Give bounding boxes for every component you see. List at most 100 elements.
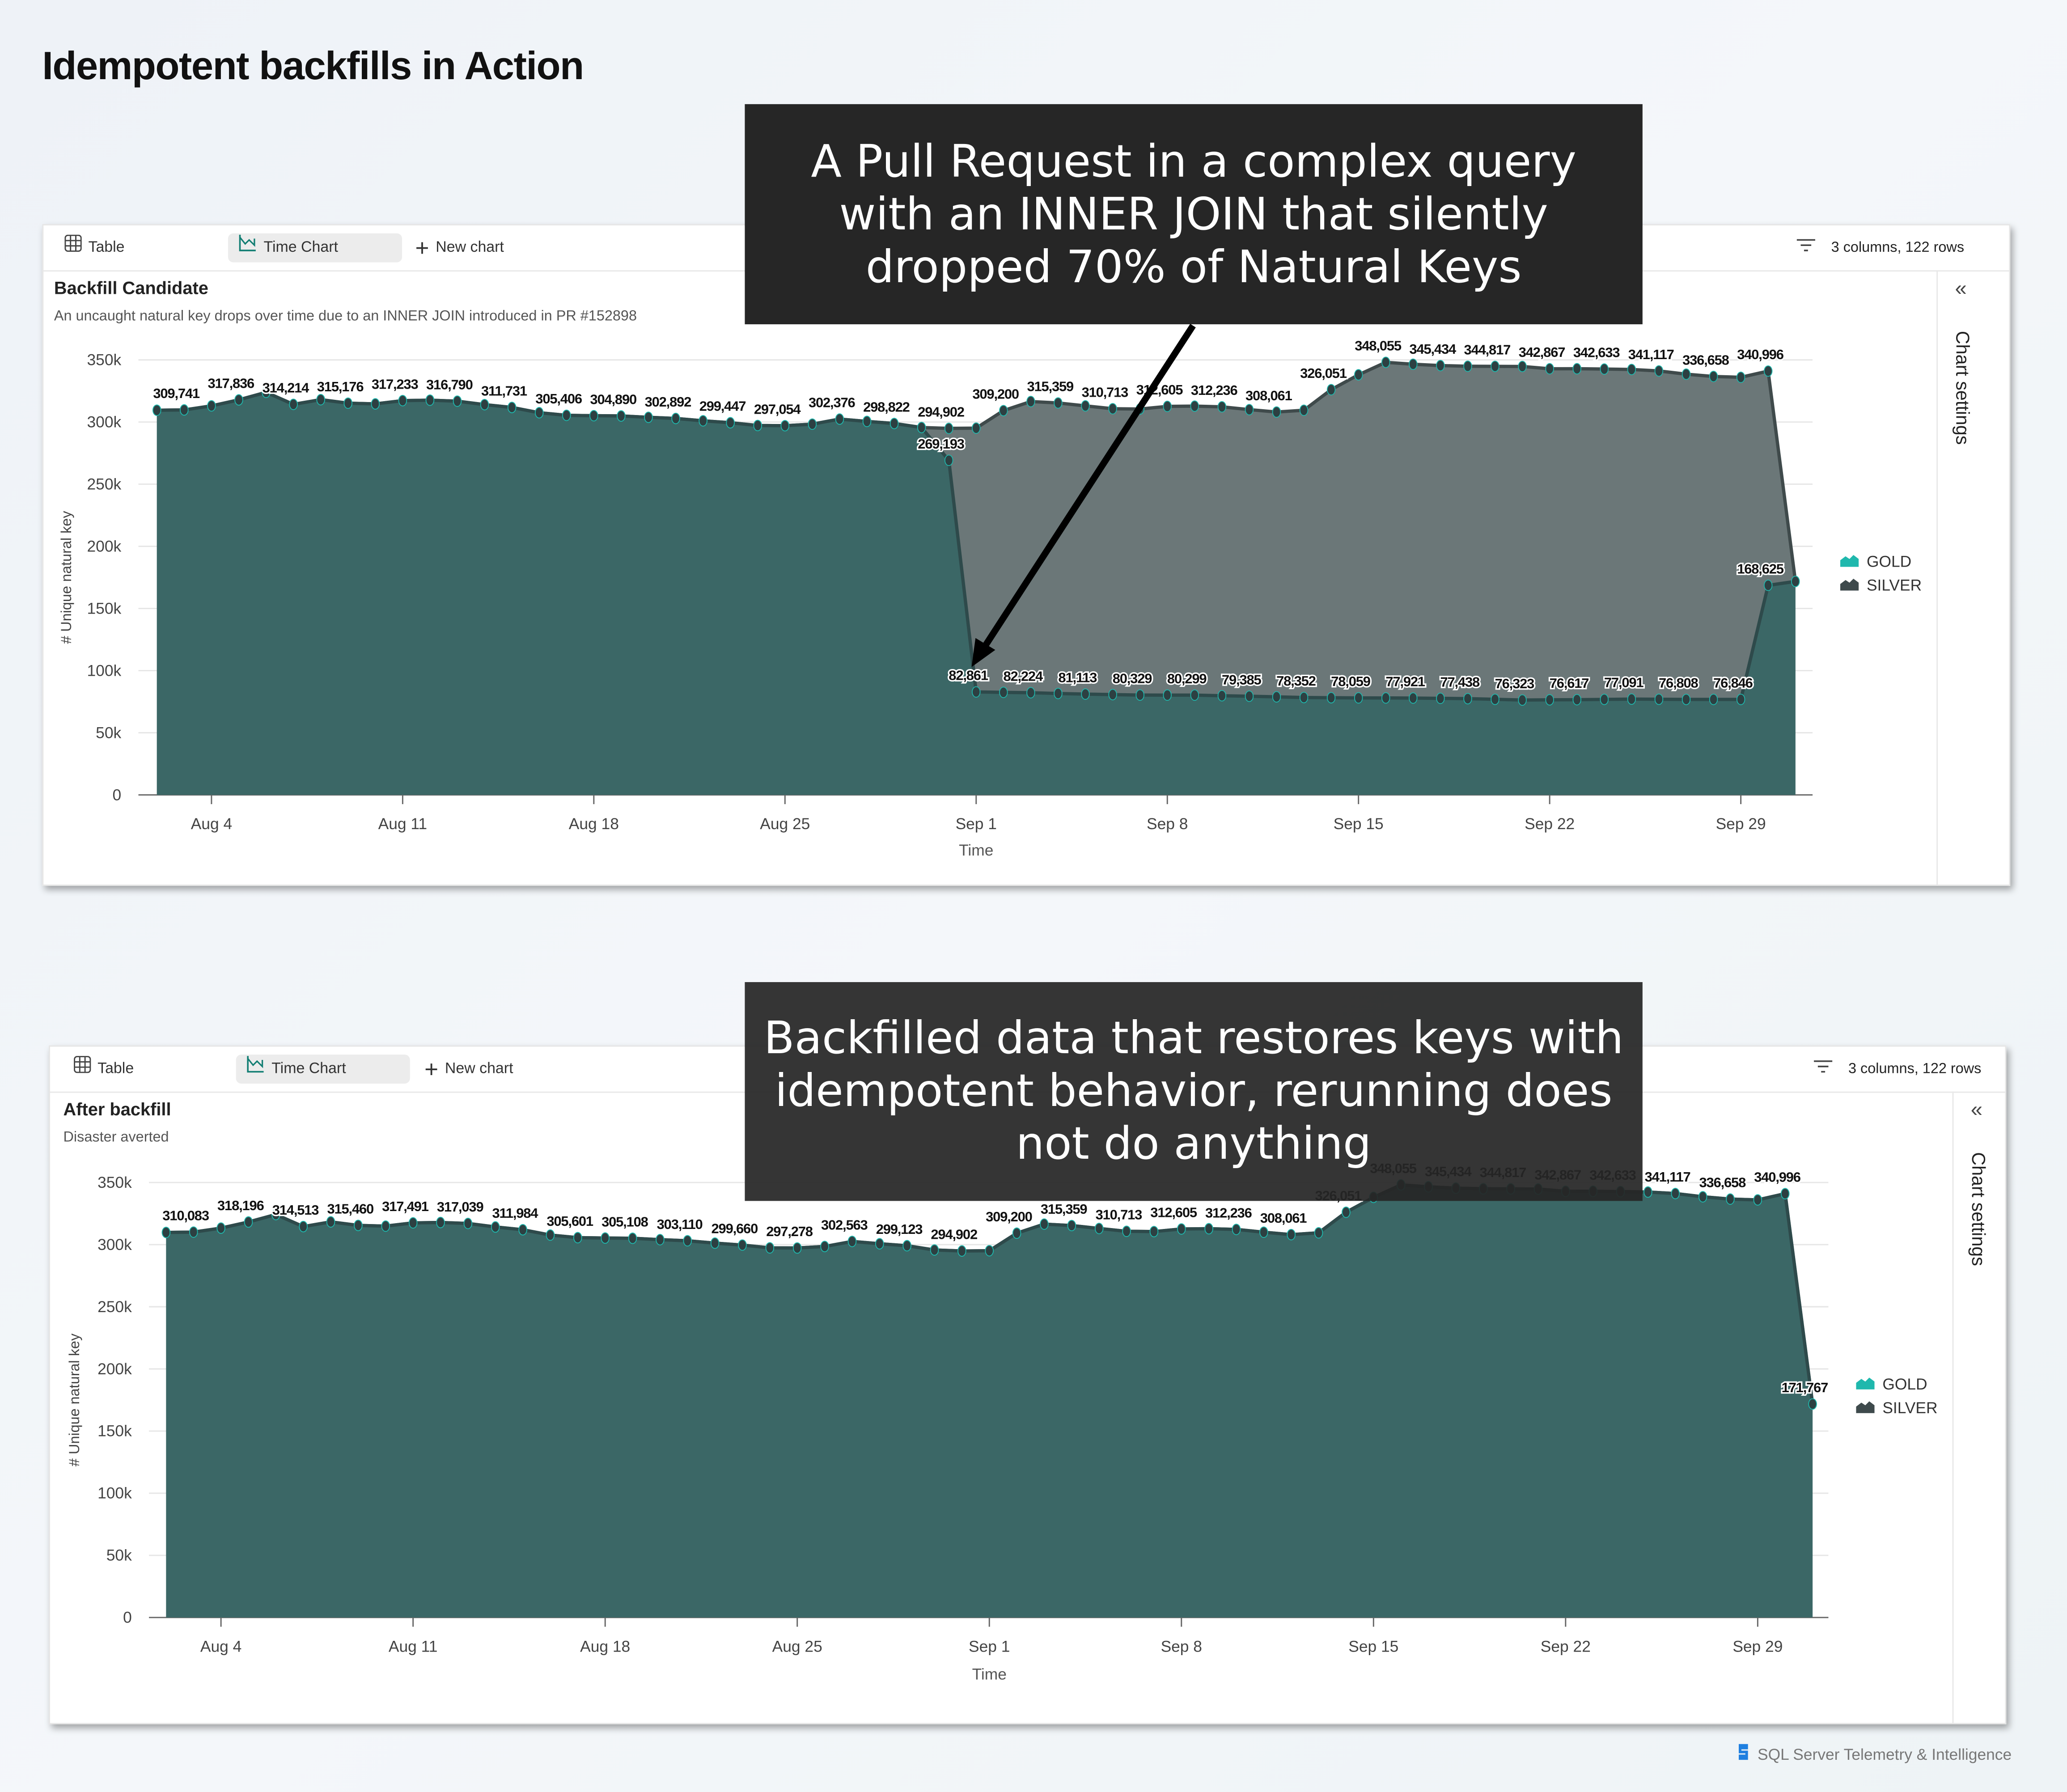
- data-point-gold: [765, 1242, 775, 1254]
- data-label-silver: 314,513: [272, 1202, 319, 1218]
- collapse-chevron-icon[interactable]: «: [1955, 278, 1967, 301]
- data-label-silver: 341,117: [1645, 1169, 1690, 1185]
- settings-divider: [1936, 270, 1938, 885]
- plus-icon: +: [424, 1056, 439, 1083]
- legend-item-silver[interactable]: SILVER: [1840, 573, 1922, 597]
- data-point-gold: [1600, 694, 1609, 705]
- callout-backfill: Backfilled data that restores keys with …: [745, 982, 1643, 1201]
- x-tick-label: Aug 11: [378, 815, 427, 833]
- data-point-gold: [999, 686, 1008, 698]
- tab-table[interactable]: Table: [64, 233, 125, 263]
- y-tick-label: 150k: [87, 600, 122, 617]
- data-label-silver: 171,767: [1782, 1380, 1828, 1395]
- data-point-gold: [161, 1227, 171, 1238]
- data-label-silver: 310,713: [1096, 1207, 1143, 1223]
- collapse-chevron-icon[interactable]: «: [1970, 1099, 1983, 1122]
- data-point-gold: [343, 397, 352, 409]
- data-point-silver: [1272, 406, 1281, 418]
- data-point-gold: [726, 417, 735, 428]
- data-label-gold: 77,921: [1385, 674, 1425, 689]
- new-chart-label: New chart: [436, 240, 504, 256]
- data-label-gold: 82,861: [949, 668, 988, 683]
- data-point-silver: [1245, 404, 1254, 415]
- data-point-gold: [1149, 1226, 1159, 1237]
- data-point-gold: [1287, 1229, 1296, 1241]
- tab-table-label: Table: [97, 1061, 134, 1077]
- data-label-silver: 340,996: [1754, 1169, 1801, 1185]
- data-point-gold: [546, 1229, 555, 1241]
- data-point-gold: [1545, 694, 1554, 706]
- data-label-silver: 345,434: [1409, 341, 1457, 357]
- x-tick-label: Sep 22: [1541, 1638, 1591, 1655]
- data-point-gold: [902, 1240, 911, 1252]
- tab-time-chart[interactable]: Time Chart: [236, 1055, 410, 1084]
- data-point-gold: [316, 394, 325, 406]
- legend-item-silver[interactable]: SILVER: [1856, 1396, 1938, 1420]
- x-tick-label: Sep 29: [1716, 815, 1766, 833]
- data-point-gold: [408, 1217, 418, 1229]
- y-tick-label: 350k: [97, 1174, 132, 1191]
- legend-item-gold[interactable]: GOLD: [1856, 1373, 1937, 1396]
- data-point-gold: [262, 386, 271, 398]
- data-label-silver: 317,039: [437, 1199, 484, 1215]
- data-point-silver: [1436, 360, 1445, 372]
- data-point-gold: [491, 1221, 500, 1233]
- data-point-gold: [436, 1216, 445, 1229]
- data-point-gold: [189, 1226, 198, 1238]
- data-point-gold: [480, 399, 489, 411]
- data-point-gold: [507, 402, 517, 413]
- data-label-gold: 77,438: [1440, 674, 1480, 690]
- data-label-silver: 312,605: [1150, 1204, 1197, 1220]
- x-tick-label: Aug 18: [580, 1638, 630, 1655]
- data-label-gold: 76,323: [1495, 676, 1535, 691]
- legend-item-gold[interactable]: GOLD: [1840, 550, 1922, 573]
- data-point-gold: [1217, 690, 1227, 702]
- time-chart-icon: [239, 233, 257, 263]
- data-point-silver: [1572, 363, 1581, 375]
- filter-icon[interactable]: [1797, 233, 1816, 263]
- data-label-silver: 311,731: [481, 383, 527, 399]
- x-tick-label: Aug 4: [191, 815, 232, 833]
- data-label-silver: 309,200: [986, 1209, 1032, 1224]
- y-tick-label: 250k: [87, 475, 122, 493]
- y-tick-label: 50k: [106, 1547, 132, 1564]
- data-point-gold: [1463, 693, 1472, 704]
- data-label-silver: 316,790: [426, 377, 473, 392]
- data-point-gold: [1094, 1223, 1104, 1234]
- data-point-gold: [1491, 694, 1499, 705]
- data-point-gold: [453, 395, 462, 407]
- new-chart-button[interactable]: + New chart: [424, 1055, 513, 1084]
- y-axis-title: # Unique natural key: [58, 511, 74, 644]
- y-tick-label: 350k: [87, 352, 122, 369]
- data-label-silver: 294,902: [931, 1227, 977, 1242]
- data-point-gold: [1409, 692, 1418, 704]
- tab-table-label: Table: [88, 240, 125, 256]
- new-chart-button[interactable]: + New chart: [415, 233, 504, 263]
- table-summary: 3 columns, 122 rows: [1814, 1055, 1981, 1084]
- data-point-gold: [972, 686, 981, 698]
- data-point-gold: [326, 1216, 335, 1228]
- filter-icon[interactable]: [1814, 1055, 1833, 1084]
- legend-label-gold: GOLD: [1882, 1375, 1927, 1394]
- time-chart-icon: [246, 1055, 265, 1084]
- x-axis-title: Time: [959, 842, 993, 859]
- data-point-silver: [1545, 363, 1554, 375]
- data-point-gold: [601, 1232, 610, 1244]
- data-point-gold: [1682, 694, 1691, 705]
- data-label-silver: 312,236: [1205, 1205, 1252, 1221]
- data-label-silver: 314,214: [263, 380, 310, 396]
- tab-table[interactable]: Table: [74, 1055, 134, 1084]
- table-icon: [64, 233, 82, 263]
- callout-line: A Pull Request in a complex query: [811, 135, 1576, 188]
- tab-time-chart[interactable]: Time Chart: [228, 233, 402, 263]
- data-point-gold: [930, 1244, 939, 1256]
- y-tick-label: 300k: [97, 1236, 132, 1254]
- legend: GOLD SILVER: [1856, 1373, 1938, 1420]
- data-point-gold: [1791, 576, 1800, 587]
- data-label-silver: 298,822: [863, 399, 910, 415]
- table-summary: 3 columns, 122 rows: [1797, 233, 1964, 263]
- data-point-gold: [699, 415, 707, 427]
- data-label-silver: 342,633: [1573, 345, 1620, 360]
- data-point-gold: [463, 1218, 473, 1229]
